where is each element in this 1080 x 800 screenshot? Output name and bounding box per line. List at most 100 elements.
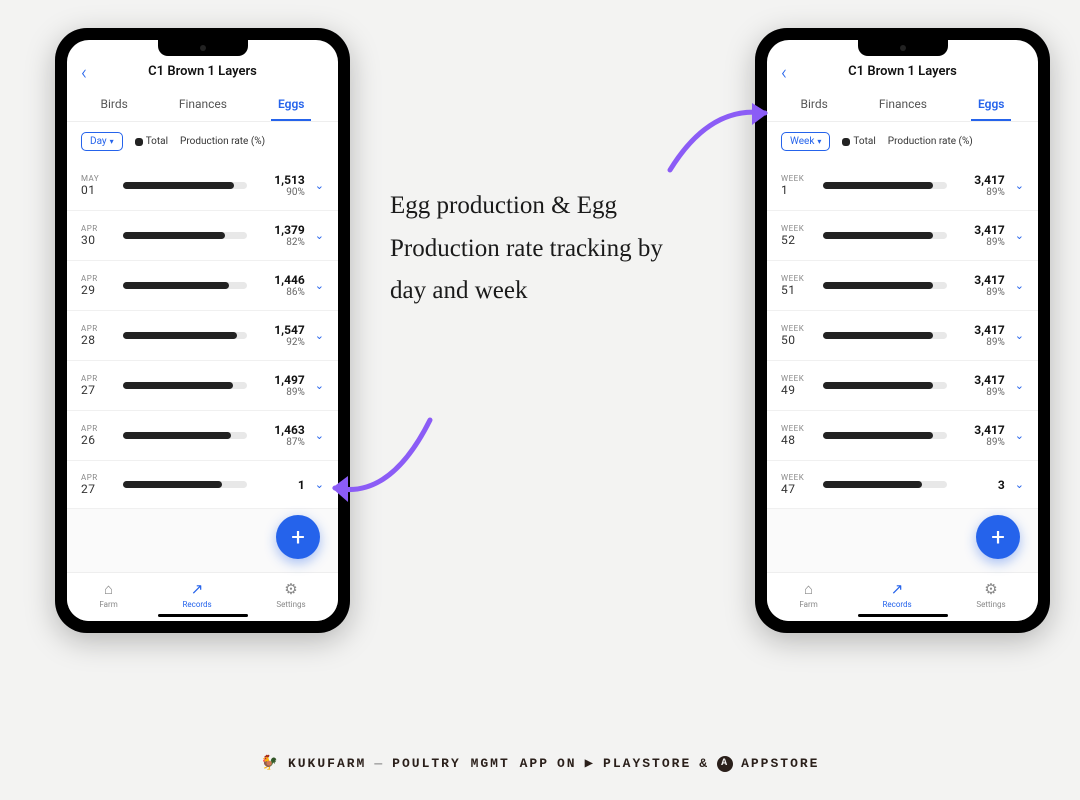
record-row[interactable]: APR271⌄ — [67, 461, 338, 509]
count-value: 1 — [257, 478, 305, 492]
date-label: WEEK49 — [781, 374, 813, 397]
brand-icon: 🐓 — [261, 755, 280, 772]
record-row[interactable]: APR27 1,49789% ⌄ — [67, 361, 338, 411]
on-label: ON — [557, 756, 577, 771]
chevron-down-icon: ⌄ — [1015, 478, 1024, 491]
record-row[interactable]: APR261,46387%⌄ — [67, 411, 338, 461]
settings-icon: ⚙ — [284, 580, 297, 598]
record-row[interactable]: WEEK483,41789%⌄ — [767, 411, 1038, 461]
record-row[interactable]: WEEK503,41789%⌄ — [767, 311, 1038, 361]
add-record-button[interactable]: + — [276, 515, 320, 559]
appstore-label: APPSTORE — [741, 756, 819, 771]
chevron-down-icon: ⌄ — [315, 379, 324, 392]
count-value: 1,54792% — [257, 323, 305, 348]
count-value: 1,37982% — [257, 223, 305, 248]
farm-icon: ⌂ — [804, 580, 813, 598]
record-row[interactable]: WEEK523,41789%⌄ — [767, 211, 1038, 261]
date-label: WEEK47 — [781, 473, 813, 496]
chevron-down-icon: ⌄ — [315, 179, 324, 192]
chevron-down-icon: ⌄ — [315, 279, 324, 292]
add-record-button[interactable]: + — [976, 515, 1020, 559]
count-value: 3,41789% — [957, 273, 1005, 298]
count-value: 1,49789% — [257, 373, 305, 398]
nav-farm[interactable]: ⌂Farm — [799, 580, 817, 609]
farm-icon: ⌂ — [104, 580, 113, 598]
phone-mockup-week: ‹ C1 Brown 1 Layers BirdsFinancesEggs We… — [755, 28, 1050, 633]
annotation-arrow-right — [660, 95, 780, 185]
chevron-down-icon: ⌄ — [1015, 179, 1024, 192]
chevron-down-icon: ⌄ — [1015, 329, 1024, 342]
appstore-icon: A — [717, 756, 733, 772]
tab-birds[interactable]: Birds — [89, 87, 140, 121]
production-bar — [823, 382, 947, 389]
playstore-icon: ▶ — [585, 755, 595, 772]
count-value: 1,46387% — [257, 423, 305, 448]
tab-birds[interactable]: Birds — [789, 87, 840, 121]
tagline: POULTRY MGMT APP — [392, 756, 549, 771]
tab-finances[interactable]: Finances — [867, 87, 939, 121]
production-bar — [823, 282, 947, 289]
production-bar — [123, 432, 247, 439]
record-row[interactable]: MAY011,51390%⌄ — [67, 161, 338, 211]
tab-bar: Birds Finances Eggs — [767, 87, 1038, 122]
production-bar — [123, 282, 247, 289]
count-value: 1,51390% — [257, 173, 305, 198]
records-icon: ↗ — [191, 580, 204, 598]
records-icon: ↗ — [891, 580, 904, 598]
settings-icon: ⚙ — [984, 580, 997, 598]
tab-finances[interactable]: Finances — [167, 87, 239, 121]
tab-eggs[interactable]: Eggs — [266, 87, 316, 121]
nav-records[interactable]: ↗Records — [882, 580, 911, 609]
screen-day: ‹ C1 Brown 1 Layers Birds Finances Eggs Da… — [67, 40, 338, 621]
count-value: 3,41789% — [957, 173, 1005, 198]
record-row[interactable]: APR301,37982%⌄ — [67, 211, 338, 261]
period-selector[interactable]: Week ▾ — [781, 132, 830, 151]
back-icon[interactable]: ‹ — [781, 60, 787, 84]
legend-dot-icon — [135, 138, 143, 146]
record-row[interactable]: APR281,54792%⌄ — [67, 311, 338, 361]
record-row[interactable]: WEEK493,41789%⌄ — [767, 361, 1038, 411]
count-value: 3 — [957, 478, 1005, 492]
chevron-down-icon: ⌄ — [1015, 229, 1024, 242]
legend-total: Total — [842, 136, 875, 147]
count-value: 3,41789% — [957, 223, 1005, 248]
screen-week: ‹ C1 Brown 1 Layers BirdsFinancesEggs We… — [767, 40, 1038, 621]
production-bar — [123, 481, 247, 488]
playstore-label: PLAYSTORE — [603, 756, 691, 771]
brand-name: KUKUFARM — [288, 756, 366, 771]
record-row[interactable]: WEEK1 3,41789% ⌄ — [767, 161, 1038, 211]
production-bar — [123, 232, 247, 239]
back-icon[interactable]: ‹ — [81, 60, 87, 84]
phone-mockup-day: ‹ C1 Brown 1 Layers Birds Finances Eggs Da… — [55, 28, 350, 633]
nav-settings[interactable]: ⚙Settings — [276, 580, 305, 609]
count-value: 1,44686% — [257, 273, 305, 298]
records-list: WEEK13,41789%⌄WEEK523,41789%⌄WEEK513,417… — [767, 161, 1038, 572]
controls-row: Day ▾ Total Production rate (%) — [67, 122, 338, 161]
nav-records[interactable]: ↗Records — [182, 580, 211, 609]
amp-label: & — [699, 756, 709, 771]
nav-settings[interactable]: ⚙Settings — [976, 580, 1005, 609]
record-row[interactable]: WEEK47 3 ⌄ — [767, 461, 1038, 509]
chevron-down-icon: ▾ — [110, 137, 114, 146]
phone-notch — [158, 40, 248, 56]
production-bar — [823, 432, 947, 439]
chevron-down-icon: ⌄ — [1015, 279, 1024, 292]
legend-rate: Production rate (%) — [888, 136, 973, 147]
production-bar — [823, 182, 947, 189]
tab-bar: Birds Finances Eggs — [67, 87, 338, 122]
controls-row: Week ▾ Total Production rate (%) — [767, 122, 1038, 161]
chevron-down-icon: ▾ — [817, 137, 821, 146]
footer: 🐓 KUKUFARM — POULTRY MGMT APP ON ▶ PLAYS… — [0, 755, 1080, 772]
production-bar — [123, 182, 247, 189]
date-label: APR27 — [81, 374, 113, 397]
date-label: WEEK1 — [781, 174, 813, 197]
nav-farm[interactable]: ⌂Farm — [99, 580, 117, 609]
date-label: APR26 — [81, 424, 113, 447]
record-row[interactable]: WEEK513,41789%⌄ — [767, 261, 1038, 311]
date-label: APR30 — [81, 224, 113, 247]
home-indicator — [158, 614, 248, 617]
tab-eggs[interactable]: Eggs — [966, 87, 1016, 121]
record-row[interactable]: APR291,44686%⌄ — [67, 261, 338, 311]
page-title: C1 Brown 1 Layers — [148, 64, 257, 79]
period-selector[interactable]: Day ▾ — [81, 132, 123, 151]
